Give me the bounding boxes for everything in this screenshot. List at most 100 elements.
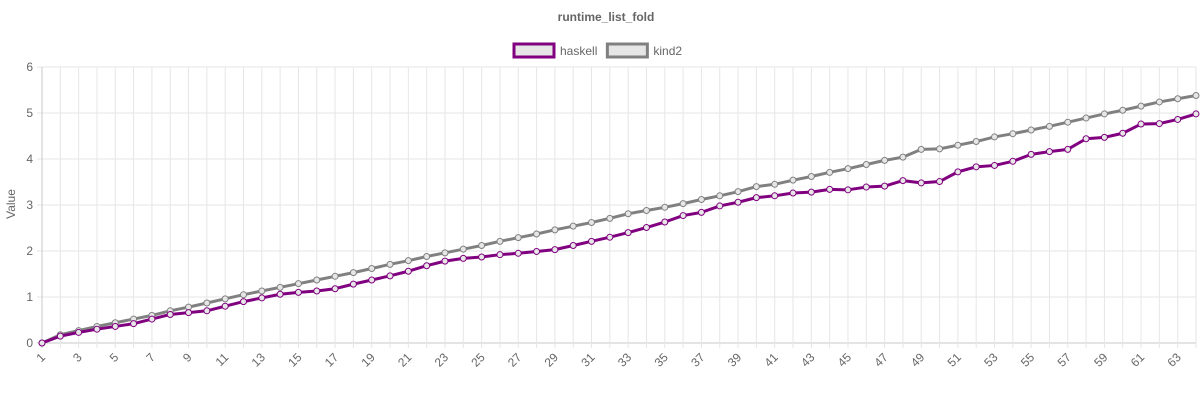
data-point-kind2[interactable] (423, 253, 431, 261)
data-point-kind2[interactable] (1045, 122, 1053, 130)
data-point-kind2[interactable] (496, 237, 504, 245)
data-point-haskell[interactable] (844, 186, 852, 194)
data-point-haskell[interactable] (331, 285, 339, 293)
data-point-kind2[interactable] (404, 257, 412, 265)
data-point-haskell[interactable] (1174, 115, 1182, 123)
data-point-haskell[interactable] (313, 287, 321, 295)
data-point-haskell[interactable] (917, 179, 925, 187)
data-point-haskell[interactable] (404, 267, 412, 275)
data-point-haskell[interactable] (423, 262, 431, 270)
data-point-kind2[interactable] (899, 153, 907, 161)
data-point-kind2[interactable] (459, 245, 467, 253)
legend-item-kind2[interactable]: kind2 (605, 42, 682, 59)
legend-item-haskell[interactable]: haskell (512, 42, 597, 59)
data-point-haskell[interactable] (441, 257, 449, 265)
data-point-kind2[interactable] (1009, 130, 1017, 138)
data-point-kind2[interactable] (386, 260, 394, 268)
data-point-kind2[interactable] (258, 287, 266, 295)
data-point-kind2[interactable] (294, 280, 302, 288)
data-point-haskell[interactable] (972, 163, 980, 171)
data-point-kind2[interactable] (1137, 102, 1145, 110)
data-point-kind2[interactable] (881, 156, 889, 164)
data-point-haskell[interactable] (899, 177, 907, 185)
data-point-haskell[interactable] (239, 298, 247, 306)
data-point-haskell[interactable] (624, 229, 632, 237)
data-point-kind2[interactable] (954, 141, 962, 149)
legend[interactable]: haskell kind2 (512, 42, 682, 59)
data-point-kind2[interactable] (862, 161, 870, 169)
data-point-kind2[interactable] (276, 283, 284, 291)
data-point-kind2[interactable] (991, 133, 999, 141)
data-point-kind2[interactable] (1192, 92, 1200, 100)
data-point-kind2[interactable] (697, 195, 705, 203)
data-point-haskell[interactable] (276, 290, 284, 298)
data-point-haskell[interactable] (1082, 135, 1090, 143)
data-point-haskell[interactable] (75, 328, 83, 336)
data-point-haskell[interactable] (771, 192, 779, 200)
data-point-kind2[interactable] (771, 180, 779, 188)
data-point-haskell[interactable] (752, 194, 760, 202)
data-point-kind2[interactable] (734, 188, 742, 196)
data-point-kind2[interactable] (642, 207, 650, 215)
data-point-kind2[interactable] (606, 214, 614, 222)
data-point-haskell[interactable] (38, 339, 46, 347)
data-point-haskell[interactable] (807, 188, 815, 196)
data-point-haskell[interactable] (642, 224, 650, 232)
data-point-haskell[interactable] (679, 212, 687, 220)
data-point-kind2[interactable] (478, 241, 486, 249)
data-point-haskell[interactable] (1027, 150, 1035, 158)
data-point-kind2[interactable] (1082, 114, 1090, 122)
data-point-haskell[interactable] (588, 237, 596, 245)
data-point-haskell[interactable] (1155, 120, 1163, 128)
data-point-kind2[interactable] (1100, 110, 1108, 118)
data-point-haskell[interactable] (130, 320, 138, 328)
data-point-kind2[interactable] (551, 226, 559, 234)
data-point-haskell[interactable] (294, 288, 302, 296)
data-point-haskell[interactable] (661, 218, 669, 226)
data-point-haskell[interactable] (459, 254, 467, 262)
data-point-haskell[interactable] (56, 332, 64, 340)
data-point-kind2[interactable] (368, 264, 376, 272)
data-point-haskell[interactable] (551, 246, 559, 254)
data-point-kind2[interactable] (789, 176, 797, 184)
data-point-haskell[interactable] (991, 161, 999, 169)
data-point-haskell[interactable] (368, 276, 376, 284)
data-point-haskell[interactable] (185, 309, 193, 317)
data-point-kind2[interactable] (221, 295, 229, 303)
data-point-haskell[interactable] (514, 249, 522, 257)
data-point-kind2[interactable] (569, 222, 577, 230)
data-point-kind2[interactable] (1119, 106, 1127, 114)
data-point-kind2[interactable] (1155, 98, 1163, 106)
data-point-kind2[interactable] (844, 165, 852, 173)
data-point-haskell[interactable] (734, 198, 742, 206)
data-point-kind2[interactable] (331, 272, 339, 280)
data-point-haskell[interactable] (716, 202, 724, 210)
data-point-haskell[interactable] (569, 241, 577, 249)
data-point-haskell[interactable] (148, 315, 156, 323)
data-point-haskell[interactable] (936, 178, 944, 186)
data-point-haskell[interactable] (1137, 120, 1145, 128)
data-point-kind2[interactable] (239, 291, 247, 299)
data-point-haskell[interactable] (1100, 133, 1108, 141)
data-point-haskell[interactable] (1045, 148, 1053, 156)
data-point-haskell[interactable] (496, 251, 504, 259)
data-point-haskell[interactable] (93, 325, 101, 333)
data-point-kind2[interactable] (716, 192, 724, 200)
data-point-kind2[interactable] (752, 183, 760, 191)
data-point-haskell[interactable] (1064, 145, 1072, 153)
data-point-kind2[interactable] (1027, 126, 1035, 134)
data-point-haskell[interactable] (881, 182, 889, 190)
data-point-haskell[interactable] (386, 272, 394, 280)
data-point-kind2[interactable] (807, 172, 815, 180)
data-point-kind2[interactable] (533, 230, 541, 238)
data-point-kind2[interactable] (972, 138, 980, 146)
data-point-kind2[interactable] (679, 200, 687, 208)
data-point-haskell[interactable] (826, 185, 834, 193)
data-point-haskell[interactable] (697, 208, 705, 216)
data-point-kind2[interactable] (661, 203, 669, 211)
data-point-haskell[interactable] (1192, 110, 1200, 118)
data-point-kind2[interactable] (313, 276, 321, 284)
data-point-kind2[interactable] (1174, 95, 1182, 103)
data-point-haskell[interactable] (349, 280, 357, 288)
data-point-kind2[interactable] (514, 234, 522, 242)
